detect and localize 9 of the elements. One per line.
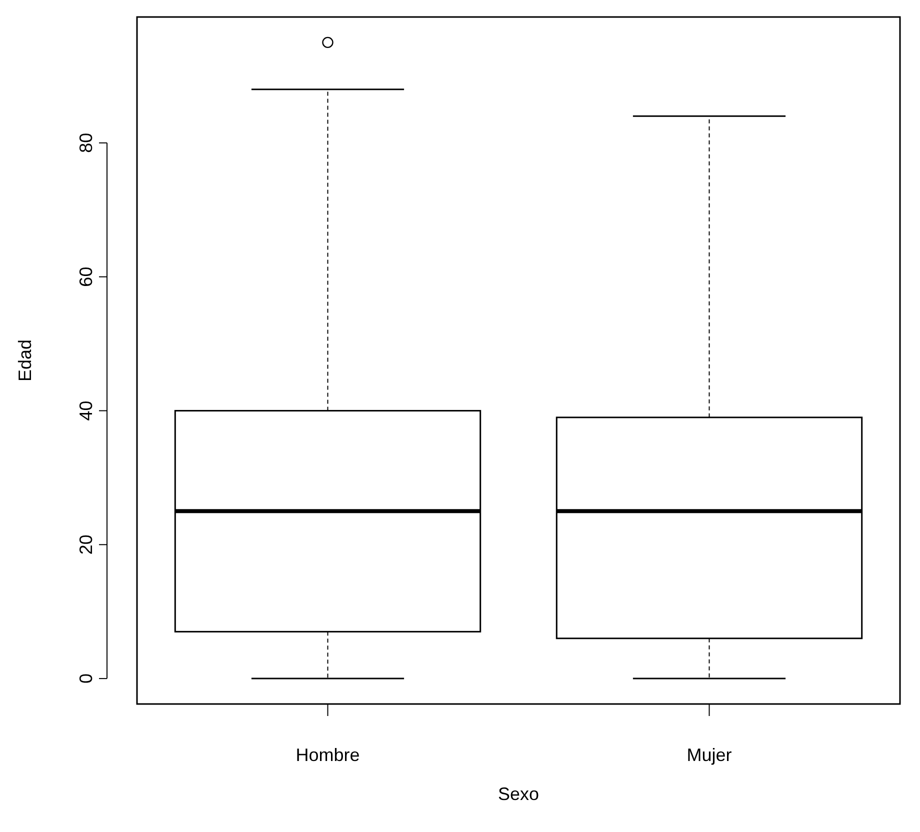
x-tick-label: Mujer [686, 745, 732, 765]
y-tick-label: 80 [76, 132, 96, 153]
x-axis-title: Sexo [498, 784, 540, 804]
x-tick-label: Hombre [296, 745, 360, 765]
y-tick-label: 60 [76, 266, 96, 287]
y-tick-label: 40 [76, 400, 96, 421]
y-tick-label: 20 [76, 534, 96, 555]
y-tick-label: 0 [76, 674, 96, 684]
y-axis-title: Edad [15, 339, 35, 382]
